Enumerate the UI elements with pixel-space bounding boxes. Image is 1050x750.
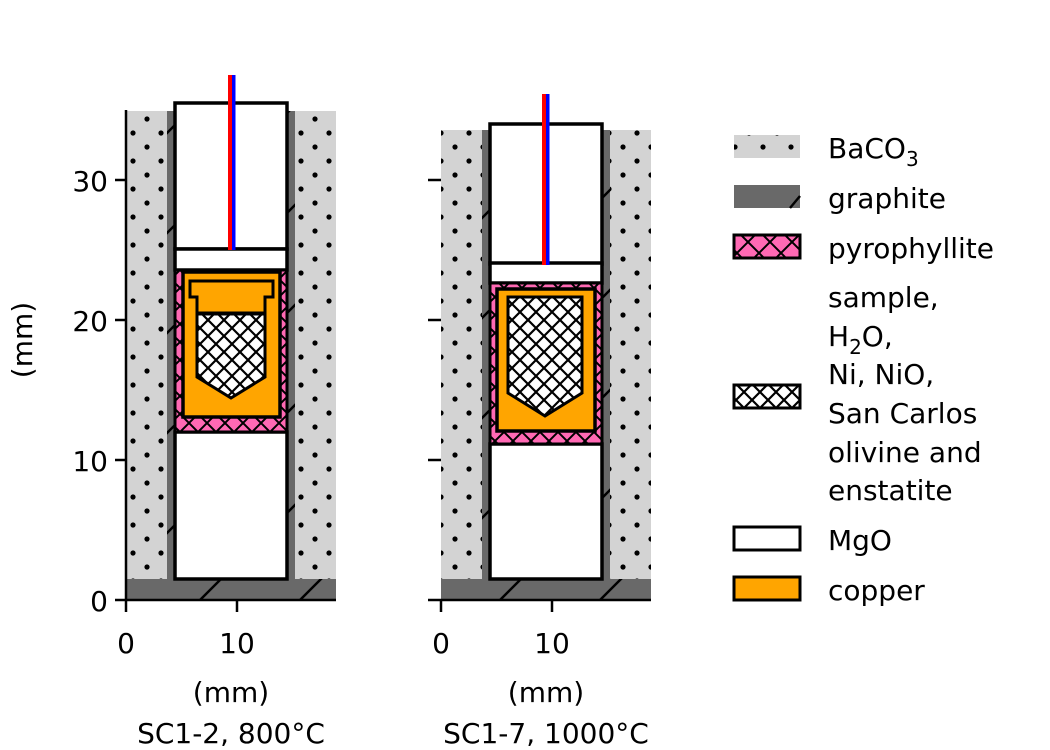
thermocouple-1 bbox=[228, 75, 236, 250]
x-tick-label: 0 bbox=[432, 627, 450, 660]
legend-label-graphite: graphite bbox=[828, 182, 946, 215]
legend-label-copper: copper bbox=[828, 574, 925, 607]
legend-item-graphite: graphite bbox=[734, 182, 946, 215]
y-tick-label: 30 bbox=[72, 165, 108, 198]
x-axis-unit: (mm) bbox=[193, 676, 269, 709]
graphite-region bbox=[126, 111, 336, 601]
panel-2 bbox=[441, 94, 651, 601]
legend-label-pyrophyllite: pyrophyllite bbox=[828, 232, 994, 265]
panel-1 bbox=[126, 75, 336, 601]
legend-item-sample: sample, H2O, Ni, NiO, San Carlos olivine… bbox=[732, 281, 982, 507]
x-axis-2: 0 10 (mm) SC1-7, 1000°C bbox=[432, 598, 651, 750]
legend-label-sample-3: Ni, NiO, bbox=[828, 358, 934, 391]
y-tick-marks bbox=[115, 178, 126, 602]
legend-label-sample-4: San Carlos bbox=[828, 397, 977, 430]
mgo-region bbox=[173, 101, 289, 581]
legend-label-sample-1: sample, bbox=[828, 281, 939, 314]
legend-label-sample-6: enstatite bbox=[828, 474, 953, 507]
legend-item-baco3: BaCO3 bbox=[734, 132, 919, 171]
panel-caption: SC1-7, 1000°C bbox=[443, 717, 649, 750]
x-axis-1: 0 10 (mm) SC1-2, 800°C bbox=[117, 598, 336, 750]
legend-item-pyrophyllite: pyrophyllite bbox=[732, 232, 994, 265]
legend-item-copper: copper bbox=[732, 574, 925, 607]
y-axis: 0 10 20 30 (mm) bbox=[6, 110, 128, 618]
y-tick-label: 10 bbox=[72, 445, 108, 478]
legend-label-sample-2: H2O, bbox=[828, 320, 893, 359]
sample-region bbox=[195, 312, 267, 400]
y-axis-label: (mm) bbox=[6, 302, 39, 378]
thermocouple-2 bbox=[542, 94, 550, 265]
graphite-region bbox=[441, 130, 651, 601]
y-tick-label: 20 bbox=[72, 305, 108, 338]
legend-label-sample-5: olivine and bbox=[828, 436, 982, 469]
legend: BaCO3 graphite pyrophyllite sample, H2O,… bbox=[732, 132, 994, 607]
y-tick-label: 0 bbox=[90, 585, 108, 618]
sample-region bbox=[506, 295, 584, 418]
legend-label-mgo: MgO bbox=[828, 524, 892, 557]
legend-label-baco3: BaCO3 bbox=[828, 132, 919, 171]
x-axis-unit: (mm) bbox=[508, 676, 584, 709]
x-tick-label: 0 bbox=[117, 627, 135, 660]
legend-item-mgo: MgO bbox=[732, 524, 892, 557]
panel-caption: SC1-2, 800°C bbox=[137, 717, 325, 750]
y-axis-2 bbox=[428, 178, 441, 602]
x-tick-label: 10 bbox=[219, 627, 255, 660]
x-tick-label: 10 bbox=[534, 627, 570, 660]
